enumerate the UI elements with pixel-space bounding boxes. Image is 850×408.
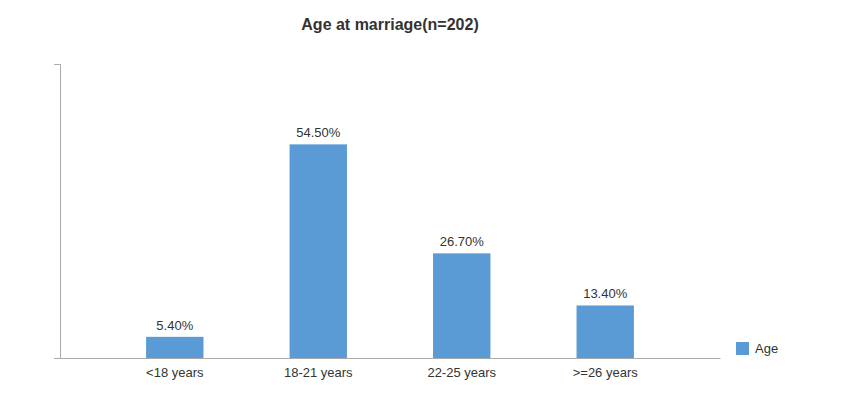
bars <box>146 144 634 358</box>
legend: Age <box>736 341 778 356</box>
x-tick-label: 22-25 years <box>427 365 496 380</box>
x-tick: 18-21 years <box>284 358 353 380</box>
legend-label: Age <box>755 341 778 356</box>
data-label: 13.40% <box>583 286 628 301</box>
x-tick: <18 years <box>146 358 204 380</box>
x-tick: 22-25 years <box>427 358 496 380</box>
y-axis-line <box>54 65 61 359</box>
bar <box>577 305 634 358</box>
data-label: 26.70% <box>440 234 485 249</box>
bar <box>146 337 203 358</box>
plot: <18 years 18-21 years 22-25 years >=26 year… <box>54 65 721 380</box>
x-tick-label: <18 years <box>146 365 204 380</box>
data-labels: 5.40% 54.50% 26.70% 13.40% <box>156 125 627 332</box>
x-tick: >=26 years <box>573 358 639 380</box>
legend-swatch <box>736 342 749 355</box>
data-label: 54.50% <box>296 125 341 140</box>
x-tick-label: 18-21 years <box>284 365 353 380</box>
x-tick-label: >=26 years <box>573 365 639 380</box>
title: Age at marriage(n=202) <box>301 16 478 33</box>
data-label: 5.40% <box>156 318 193 333</box>
x-axis: <18 years 18-21 years 22-25 years >=26 year… <box>61 358 721 380</box>
y-axis <box>54 65 61 359</box>
x-axis-line <box>61 358 721 359</box>
bar <box>290 144 347 358</box>
legend-item: Age <box>736 341 778 356</box>
bar <box>433 253 490 358</box>
chart: Age at marriage(n=202) <18 years 18-21 yea… <box>0 0 850 408</box>
